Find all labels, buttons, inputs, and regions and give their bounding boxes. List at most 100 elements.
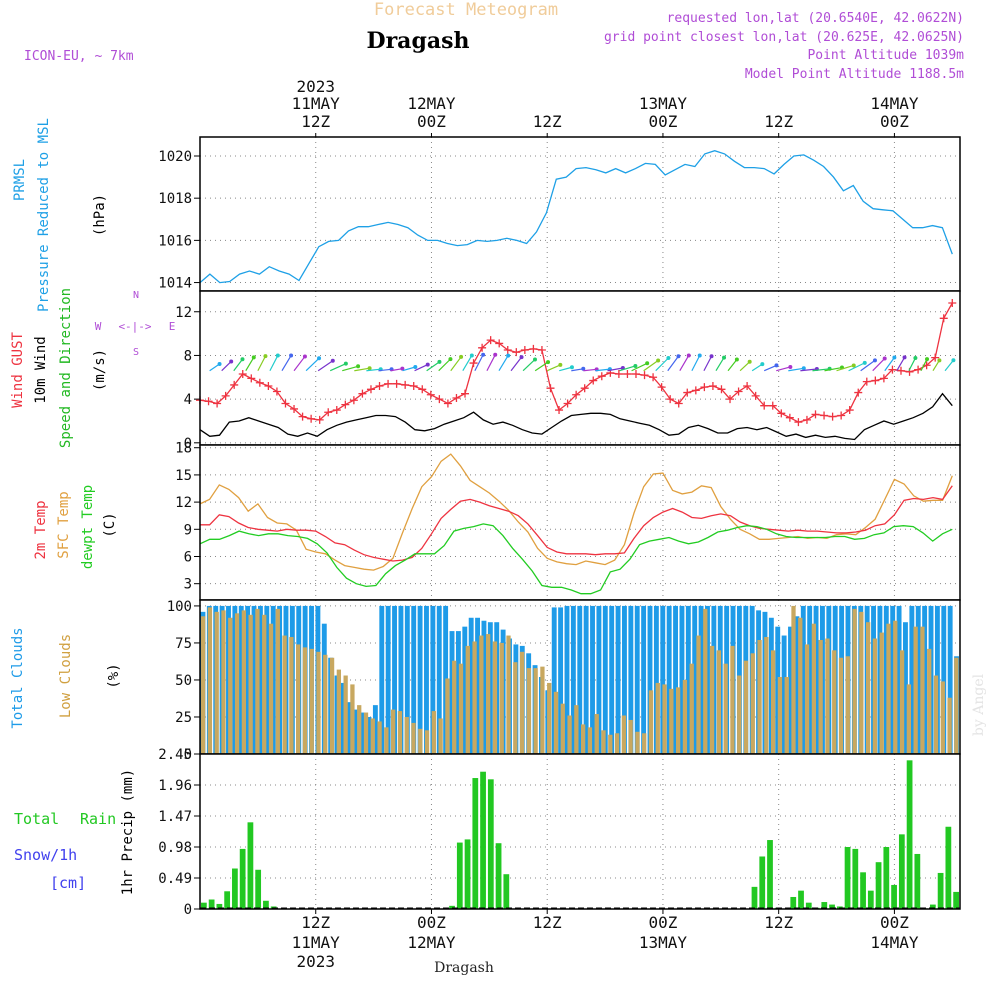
wind-arrow-head xyxy=(251,355,256,360)
total-cloud-bar xyxy=(788,626,793,754)
gust-point xyxy=(238,370,247,379)
gust-point xyxy=(392,379,401,388)
top-time-label: 00Z xyxy=(880,112,909,131)
wind-arrow xyxy=(329,363,347,372)
precip-bar xyxy=(829,904,835,909)
top-time-label: 11MAY xyxy=(292,94,341,113)
low-cloud-bar xyxy=(343,675,348,754)
temperature-ytick-label: 12 xyxy=(175,495,192,511)
wind-arrow xyxy=(920,358,928,372)
model-label: ICON-EU, ~ 7km xyxy=(24,49,134,64)
gust-point xyxy=(572,390,581,399)
wind-arrow-head xyxy=(448,357,453,362)
requested-coords: requested lon,lat (20.6540E, 42.0622N) xyxy=(667,11,964,26)
total-cloud-bar xyxy=(251,605,257,754)
wind-arrow xyxy=(293,356,306,372)
low-cloud-bar xyxy=(913,626,918,754)
bottom-time-label: 12Z xyxy=(764,913,793,932)
precip-bar xyxy=(844,847,851,909)
low-cloud-bar xyxy=(499,642,504,754)
total-cloud-bar xyxy=(947,605,953,754)
wind-arrow xyxy=(571,368,584,372)
sfc-temp-line xyxy=(199,453,953,571)
gust-point xyxy=(315,415,324,424)
precip-bar xyxy=(805,902,812,909)
temp2m-label: 2m Temp xyxy=(33,500,49,559)
wind-arrow-head xyxy=(317,356,322,361)
gust-point xyxy=(272,387,281,396)
low-cloud-bar xyxy=(234,613,240,754)
wind-arrow xyxy=(860,359,876,372)
temperature-ytick-label: 9 xyxy=(184,522,192,538)
low-cloud-bar xyxy=(811,623,816,754)
gust-point xyxy=(537,345,546,354)
gust-point xyxy=(495,339,504,348)
gust-point xyxy=(486,336,495,345)
low-cloud-bar xyxy=(696,635,701,754)
wind-arrow-head xyxy=(760,362,765,367)
wind-arrow-head xyxy=(645,361,650,366)
compass-s: S xyxy=(133,347,139,358)
low-cloud-bar xyxy=(452,660,457,754)
low-cloud-bar xyxy=(906,684,911,754)
low-cloud-bar xyxy=(614,733,620,754)
snow-unit: [cm] xyxy=(50,874,86,892)
low-cloud-bar xyxy=(445,678,450,754)
gust-point xyxy=(384,379,393,388)
total-cloud-bar xyxy=(896,605,902,754)
pressure-ytick-label: 1020 xyxy=(158,149,192,165)
total-cloud-bar xyxy=(238,605,244,754)
low-cloud-bar xyxy=(438,718,443,754)
total-cloud-bar xyxy=(602,605,608,754)
low-cloud-bar xyxy=(825,638,830,754)
low-cloud-bar xyxy=(743,660,749,754)
wind-arrow-head xyxy=(697,353,702,358)
wind-arrow-head xyxy=(506,353,511,358)
compass-n: N xyxy=(133,290,139,301)
low-cloud-bar xyxy=(621,715,626,754)
total-cloud-bar xyxy=(385,605,391,754)
precip-bar xyxy=(487,779,494,909)
wind-arrow-head xyxy=(400,366,405,371)
gust-point xyxy=(614,370,623,379)
wind-arrow-head xyxy=(902,355,907,360)
wind-arrow-head xyxy=(913,356,918,361)
wind-arrow xyxy=(450,356,462,372)
low-cloud-bar xyxy=(764,637,769,754)
bottom-time-label: 11MAY xyxy=(292,933,341,952)
total-cloud-bar xyxy=(430,605,436,754)
precip-ytick-label: 0 xyxy=(184,902,192,918)
wind-arrow-head xyxy=(558,362,563,367)
low-cloud-bar xyxy=(601,730,606,754)
gust-point xyxy=(914,365,923,374)
wind-arrow xyxy=(800,368,817,372)
total-cloud-bar xyxy=(679,605,685,754)
pressure-ytick-label: 1014 xyxy=(158,276,192,292)
precip-ytick-label: 2.45 xyxy=(158,747,192,763)
low-cloud-bar xyxy=(716,650,721,754)
wind-arrow xyxy=(426,361,440,372)
wind-arrow xyxy=(390,368,403,372)
gust-point xyxy=(657,383,666,392)
low-cloud-bar xyxy=(730,645,735,754)
gust-point xyxy=(743,382,752,391)
low-cloud-bar xyxy=(479,635,484,754)
total-cloud-bar xyxy=(794,616,800,754)
total-cloud-bar xyxy=(564,605,570,754)
low-cloud-bar xyxy=(581,724,586,754)
top-time-label: 12Z xyxy=(764,112,793,131)
panel-wind: 0 4 8 12 xyxy=(175,290,961,452)
total-cloud-bar xyxy=(551,607,557,754)
total-cloud-bar xyxy=(417,605,423,754)
low-cloud-bar xyxy=(207,607,213,754)
wind-arrow xyxy=(715,357,725,372)
total-cloud-bar xyxy=(698,605,704,754)
precip-bar xyxy=(224,891,231,909)
wind-line xyxy=(199,392,953,441)
wind-arrow-head xyxy=(425,362,430,367)
gust-point xyxy=(247,374,256,383)
low-cloud-bar xyxy=(363,712,369,754)
wind-arrow xyxy=(643,359,659,372)
precip-bar xyxy=(232,868,238,909)
wind-ytick-label: 8 xyxy=(184,348,192,364)
